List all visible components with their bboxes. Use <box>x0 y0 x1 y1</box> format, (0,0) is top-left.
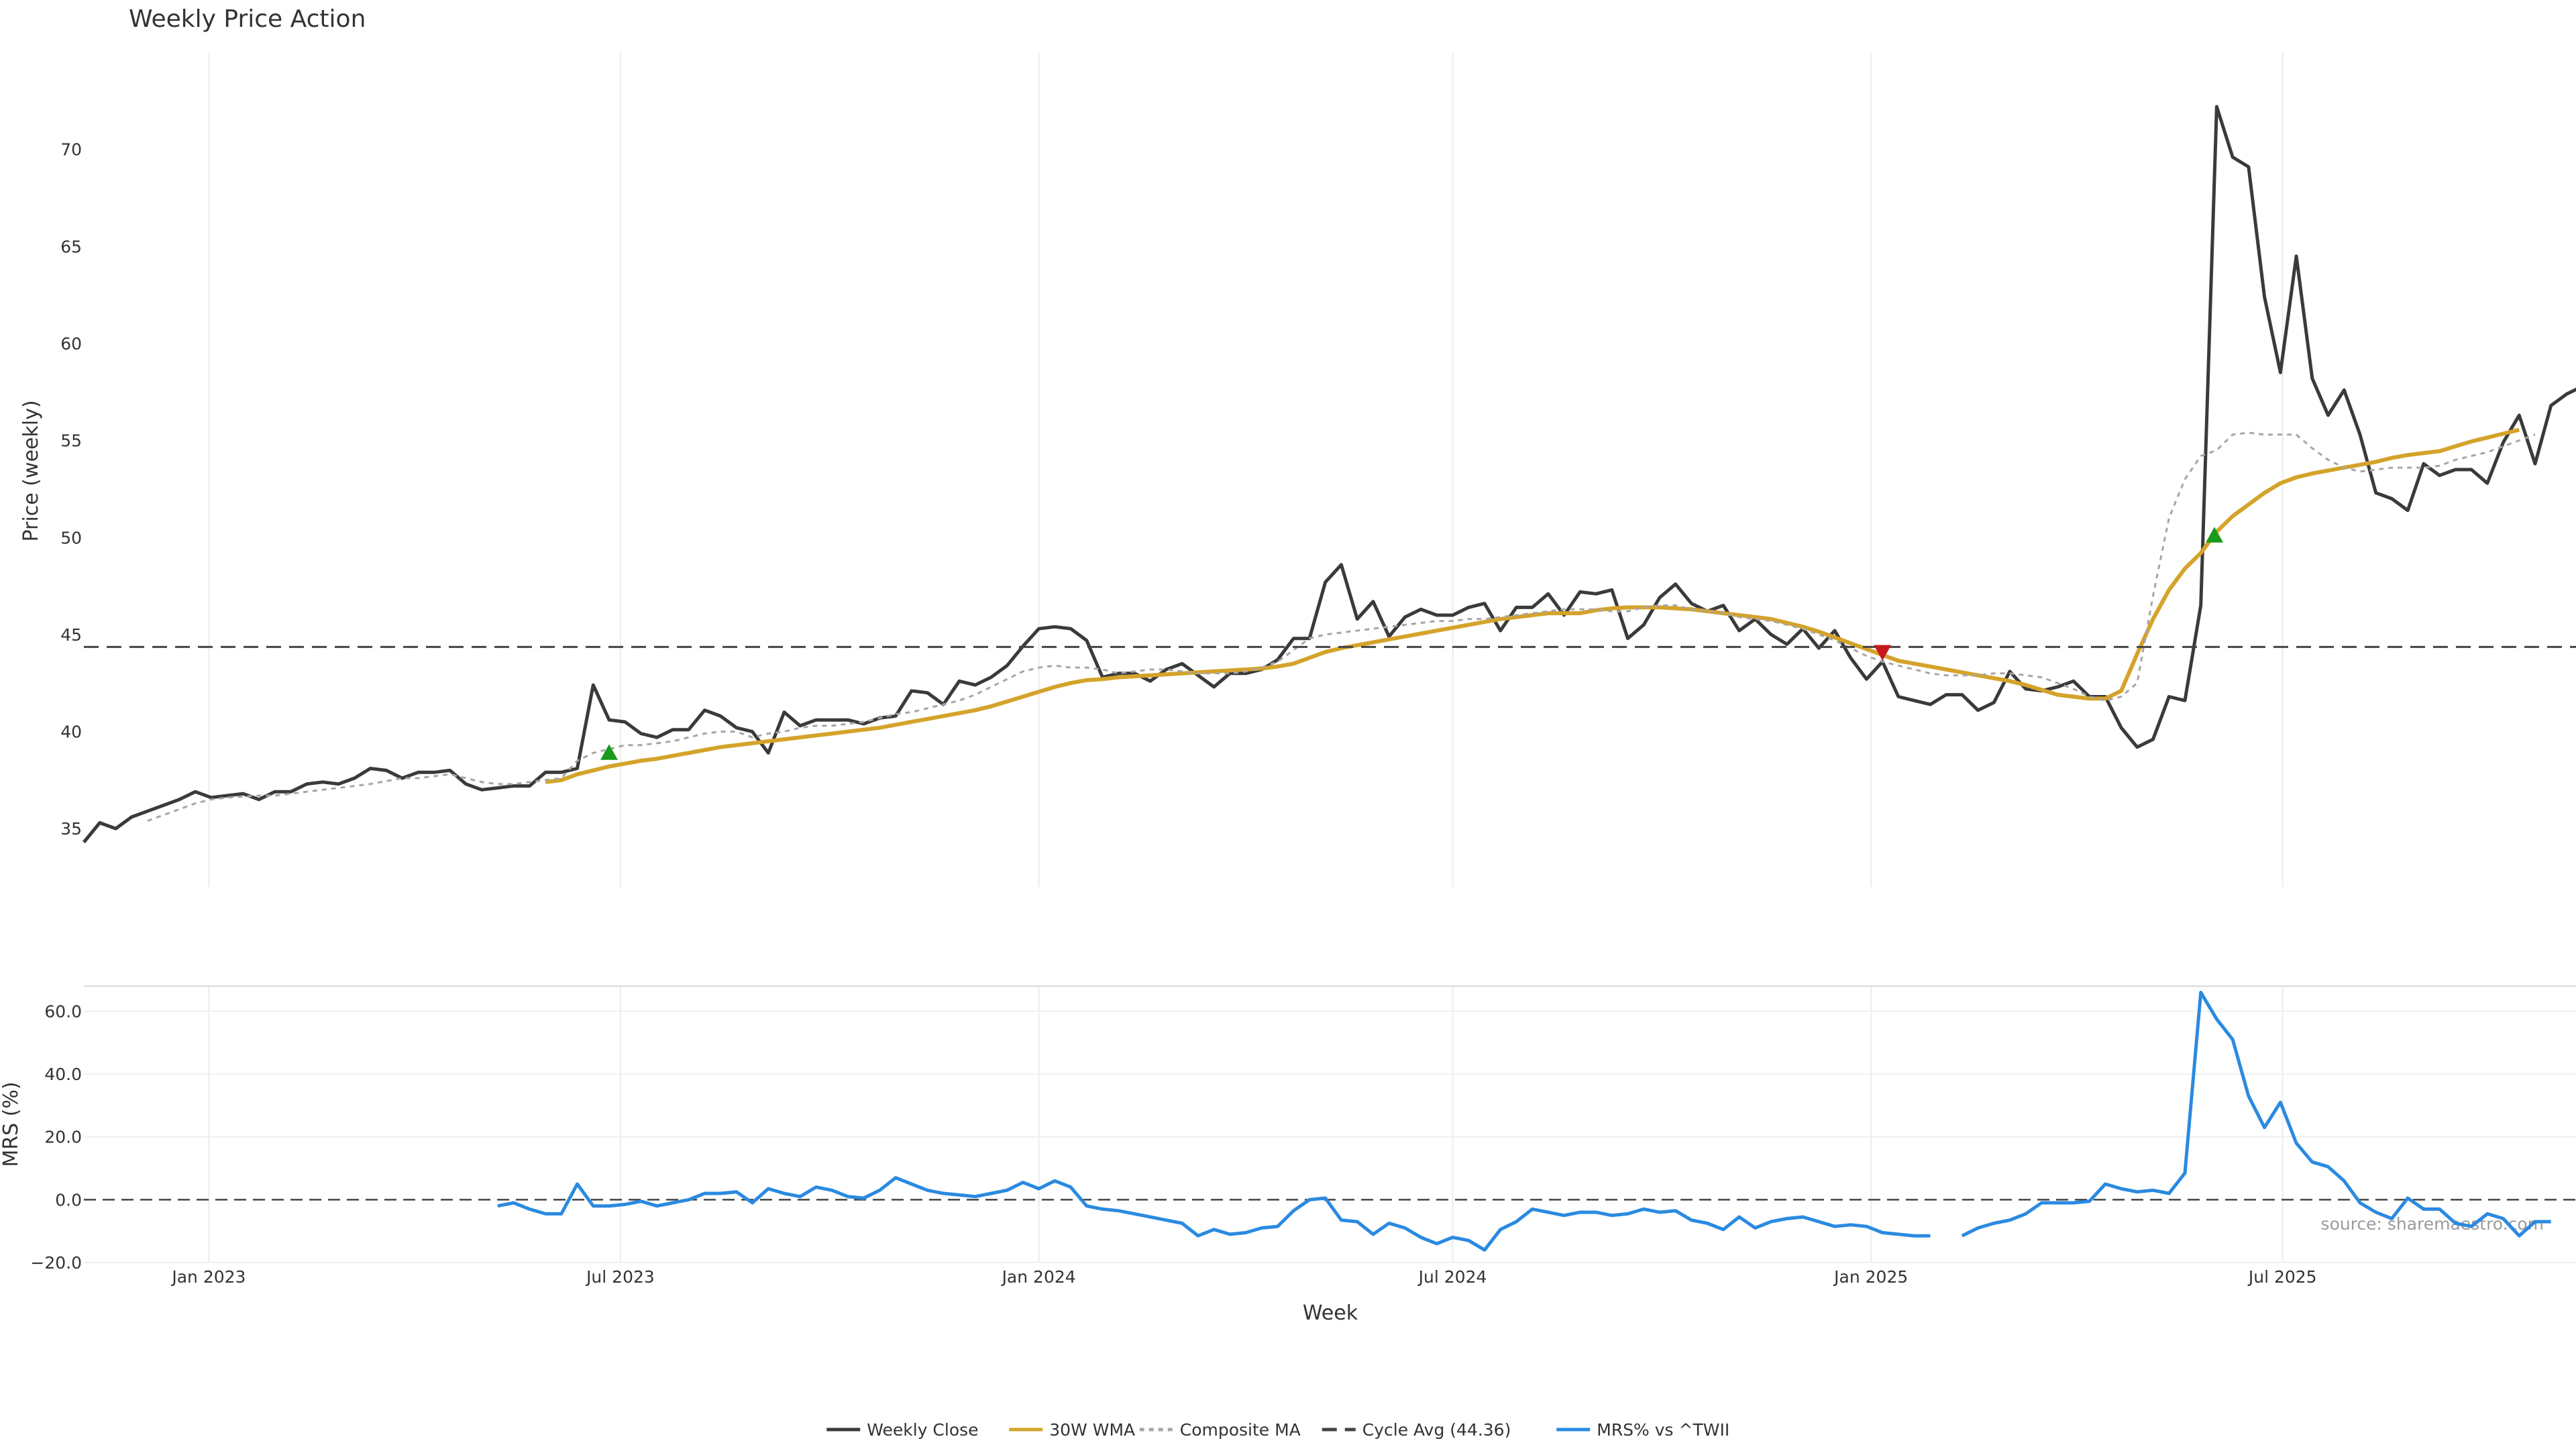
x-tick-label: Jul 2025 <box>2247 1267 2317 1287</box>
x-tick-label: Jul 2024 <box>1417 1267 1487 1287</box>
price-tick-label: 70 <box>60 140 82 160</box>
mrs-tick-label: 60.0 <box>44 1002 82 1021</box>
price-tick-label: 55 <box>60 431 82 451</box>
mrs-line <box>1961 990 2551 1238</box>
grid-layer <box>84 52 2576 1263</box>
mrs-tick-label: 0.0 <box>55 1190 82 1210</box>
price-tick-label: 50 <box>60 528 82 547</box>
price-tick-label: 45 <box>60 625 82 645</box>
series-layer <box>83 105 2576 1252</box>
tick-layer: Jan 2023 Jul 2023 Jan 2024 Jul 2024 Jan 2025… <box>30 140 2316 1287</box>
mrs-axis-label: MRS (%) <box>0 1081 23 1167</box>
x-tick-label: Jan 2025 <box>1833 1267 1908 1287</box>
price-tick-label: 35 <box>60 819 82 839</box>
legend-label: Composite MA <box>1180 1420 1301 1440</box>
legend-label: 30W WMA <box>1049 1420 1135 1440</box>
mrs-tick-label: 40.0 <box>44 1065 82 1084</box>
x-tick-label: Jul 2023 <box>585 1267 655 1287</box>
mrs-tick-label: 20.0 <box>44 1128 82 1147</box>
price-tick-label: 40 <box>60 722 82 742</box>
legend-label: Weekly Close <box>867 1420 978 1440</box>
weekly-close-line <box>83 105 2576 844</box>
price-tick-label: 65 <box>60 237 82 256</box>
x-axis-label: Week <box>1303 1301 1358 1325</box>
mrs-tick-label: −20.0 <box>30 1253 82 1273</box>
legend-item: Cycle Avg (44.36) <box>1322 1420 1511 1440</box>
legend-item: Composite MA <box>1139 1420 1301 1440</box>
price-axis-label: Price (weekly) <box>19 400 43 541</box>
legend-item: MRS% vs ^TWII <box>1556 1420 1729 1440</box>
legend-label: MRS% vs ^TWII <box>1597 1420 1729 1440</box>
signal-up-marker <box>2206 527 2224 543</box>
legend-item: 30W WMA <box>1009 1420 1135 1440</box>
mrs-line <box>497 1176 1931 1252</box>
chart-title: Weekly Price Action <box>129 5 366 33</box>
price-tick-label: 60 <box>60 334 82 354</box>
signal-down-marker <box>1874 645 1892 661</box>
x-tick-label: Jan 2023 <box>170 1267 246 1287</box>
30w-wma-line <box>545 427 2520 784</box>
signal-up-marker <box>600 744 618 760</box>
x-tick-label: Jan 2024 <box>1001 1267 1076 1287</box>
composite-ma-line <box>147 431 2536 822</box>
legend-label: Cycle Avg (44.36) <box>1362 1420 1511 1440</box>
legend-item: Weekly Close <box>826 1420 979 1440</box>
legend: Weekly Close 30W WMA Composite MA Cycle Avg… <box>826 1420 1729 1440</box>
